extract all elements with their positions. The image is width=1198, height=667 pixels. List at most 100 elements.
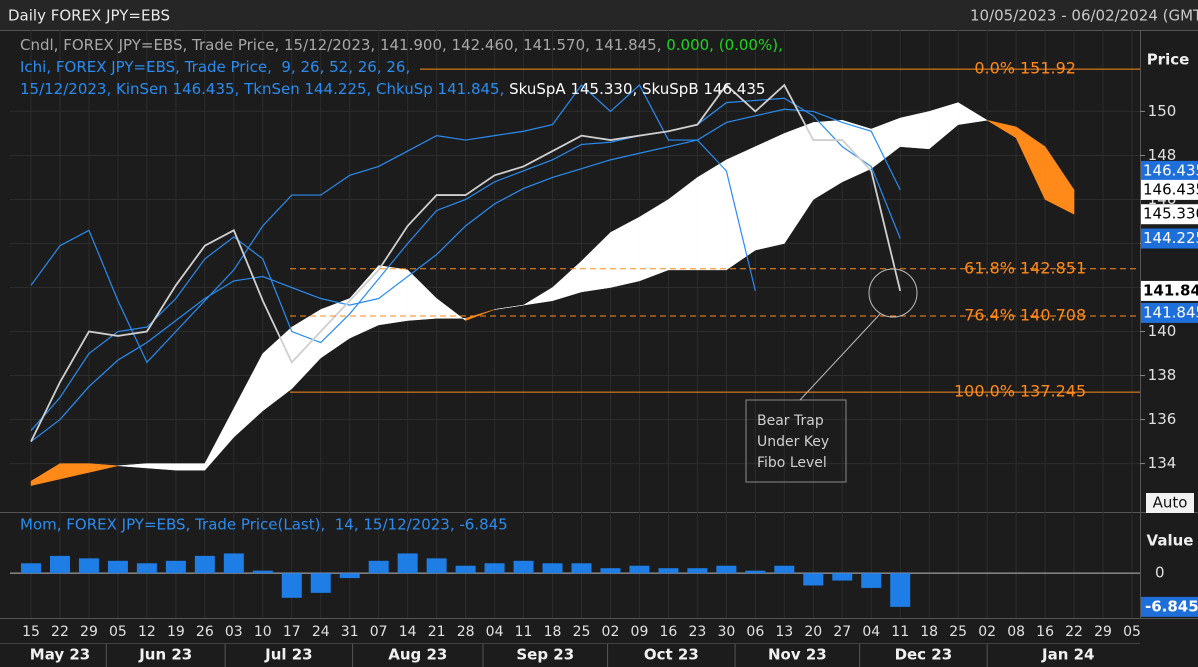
x-tick-label: 12 [138,624,156,640]
price-marker-label: 141.845 [1143,303,1198,321]
legend-segment: Ichi, FOREX JPY=EBS, Trade Price, 9, 26,… [20,58,410,76]
x-tick-label: 09 [631,624,649,640]
x-tick-label: 02 [978,624,996,640]
x-tick-label: 18 [920,624,938,640]
x-tick-label: 13 [775,624,793,640]
x-tick-label: 17 [283,624,301,640]
month-label: Oct 23 [644,646,699,664]
x-tick-label: 04 [486,624,504,640]
price-marker [1141,228,1198,249]
month-label: Jul 23 [264,646,313,664]
annotation-circle [868,268,918,318]
bar [397,553,418,574]
header-bar [0,0,1198,30]
bar [310,573,331,593]
x-tick-label: 05 [1123,624,1141,640]
x-tick-label: 20 [804,624,822,640]
bar [136,563,157,574]
value-marker [1141,596,1198,617]
x-tick-label: 26 [196,624,214,640]
annotation-text: Under Key [757,434,829,450]
month-label: May 23 [30,646,90,664]
legend-line: Ichi, FOREX JPY=EBS, Trade Price, 9, 26,… [20,58,410,76]
bar [542,563,563,574]
y-tick-label: 150 [1148,102,1177,120]
x-tick-label: 28 [457,624,475,640]
cloud-segment [465,309,495,321]
bar [223,553,244,574]
bar [107,560,128,574]
price-marker [1141,179,1198,200]
bar [426,558,447,574]
x-tick-label: 07 [370,624,388,640]
x-tick-label: 19 [167,624,185,640]
bar [194,555,215,574]
x-tick-label: 18 [544,624,562,640]
annotation-box [745,399,847,483]
x-tick-label: 16 [1036,624,1054,640]
legend-segment: 15/12/2023, KinSen 146.435, TknSen 144.2… [20,80,509,98]
bar [803,573,824,586]
bar [281,573,302,598]
x-tick-label: 11 [891,624,909,640]
legend-line: Cndl, FOREX JPY=EBS, Trade Price, 15/12/… [20,36,783,54]
fib-value: 151.92 [1020,59,1076,78]
x-tick-label: 02 [602,624,620,640]
bar [78,558,99,574]
y-tick-label: 138 [1148,366,1177,384]
x-tick-label: 25 [949,624,967,640]
x-tick-label: 31 [341,624,359,640]
x-tick-label: 21 [428,624,446,640]
price-marker-label: 145.330 [1143,205,1198,223]
price-marker-label: 144.225 [1143,229,1198,247]
bar [745,570,766,574]
fib-value: 142.851 [1020,258,1086,277]
price-marker-label: 141.845 [1143,281,1198,299]
x-tick-label: 23 [688,624,706,640]
annotation-text: Fibo Level [757,455,827,471]
legend-line: Mom, FOREX JPY=EBS, Trade Price(Last), 1… [20,516,508,534]
auto-button[interactable] [1146,493,1194,513]
y-axis-title: Value [1147,532,1194,550]
fib-pct: 0.0% [974,59,1015,78]
month-label: Jun 23 [138,646,192,664]
series-line [30,83,902,442]
month-label: Jan 24 [1041,646,1094,664]
cloud-segment [957,102,988,125]
bar [513,560,534,574]
cloud-segment [1044,145,1075,215]
price-marker [1141,302,1198,323]
x-tick-label: 10 [254,624,272,640]
cloud-segment [697,159,727,271]
y-tick-label: 134 [1148,454,1177,472]
month-label: Nov 23 [768,646,827,664]
x-tick-label: 03 [225,624,243,640]
bar [165,560,186,574]
x-tick-label: 14 [399,624,417,640]
header-title: Daily FOREX JPY=EBS [8,7,170,25]
bar [252,570,273,574]
x-tick-label: 29 [1094,624,1112,640]
x-tick-label: 22 [51,624,69,640]
fib-pct: 76.4% [964,305,1015,324]
auto-button-label[interactable]: Auto [1153,494,1188,512]
series-line [30,84,756,364]
x-tick-label: 29 [80,624,98,640]
bar [571,563,592,574]
bar [484,563,505,574]
x-tick-label: 05 [109,624,127,640]
value-marker-label: -6.845 [1145,597,1198,615]
x-tick-label: 04 [862,624,880,640]
price-marker [1141,280,1198,301]
x-tick-label: 15 [22,624,40,640]
month-label: Aug 23 [388,646,447,664]
month-label: Dec 23 [895,646,953,664]
bar [21,563,41,574]
price-marker [1141,204,1198,225]
x-tick-label: 25 [573,624,591,640]
y-tick-label: 140 [1148,322,1177,340]
bar [716,565,737,574]
bar [832,573,853,581]
x-tick-label: 27 [833,624,851,640]
